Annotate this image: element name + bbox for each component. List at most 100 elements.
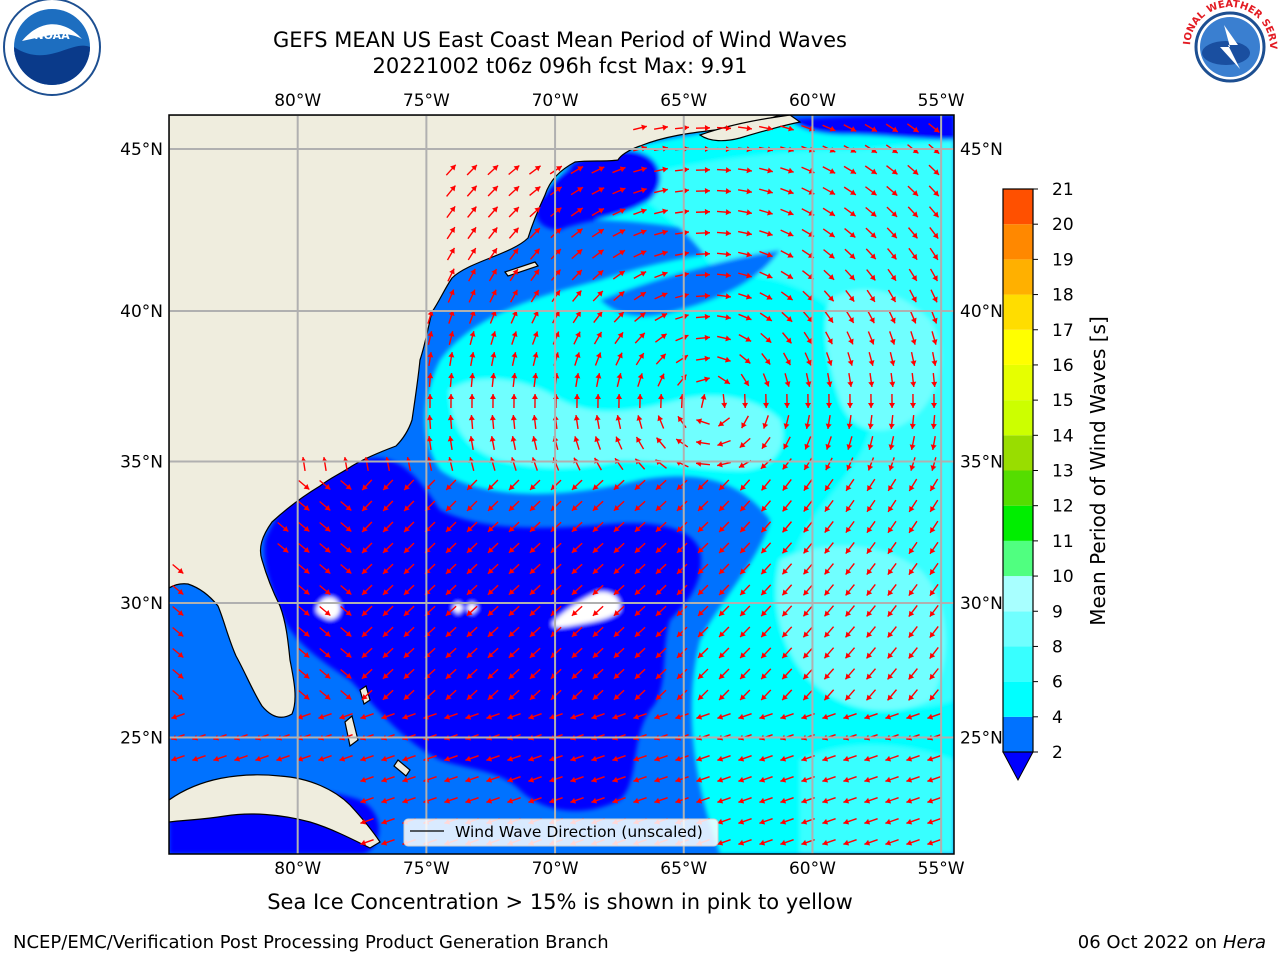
wave-direction-arrow bbox=[695, 229, 711, 236]
wave-direction-arrow bbox=[847, 393, 854, 409]
wave-direction-arrow bbox=[844, 248, 856, 260]
colorbar-tick-label: 6 bbox=[1052, 673, 1063, 693]
wave-direction-arrow bbox=[487, 521, 499, 533]
wave-direction-arrow bbox=[634, 500, 646, 512]
wave-direction-arrow bbox=[866, 605, 876, 617]
wave-direction-arrow bbox=[594, 414, 601, 430]
wave-direction-arrow bbox=[908, 478, 918, 492]
wave-direction-arrow bbox=[571, 626, 583, 638]
wave-direction-arrow bbox=[759, 167, 773, 174]
wave-direction-arrow bbox=[529, 605, 541, 617]
wave-direction-arrow bbox=[929, 499, 939, 513]
wave-direction-arrow bbox=[843, 124, 857, 132]
wave-direction-arrow bbox=[637, 373, 644, 387]
wave-direction-arrow bbox=[466, 185, 478, 197]
colorbar-segment bbox=[1003, 576, 1033, 612]
wave-direction-arrow bbox=[929, 689, 939, 701]
wave-direction-arrow bbox=[927, 839, 941, 846]
wave-direction-arrow bbox=[760, 521, 772, 533]
wave-direction-arrow bbox=[508, 521, 520, 533]
wave-direction-arrow bbox=[615, 415, 622, 429]
wave-direction-arrow bbox=[634, 689, 646, 701]
wave-direction-arrow bbox=[906, 839, 920, 846]
wave-direction-arrow bbox=[908, 520, 918, 534]
wave-direction-arrow bbox=[695, 250, 711, 257]
wave-direction-arrow bbox=[318, 755, 332, 762]
wave-direction-arrow bbox=[612, 713, 626, 720]
wave-direction-arrow bbox=[910, 393, 917, 409]
wave-direction-arrow bbox=[635, 436, 645, 450]
wave-direction-arrow bbox=[467, 247, 477, 261]
wave-direction-arrow bbox=[695, 187, 711, 194]
wave-direction-arrow bbox=[780, 797, 794, 804]
wave-direction-arrow bbox=[909, 414, 916, 430]
wave-direction-arrow bbox=[403, 647, 415, 659]
wave-direction-arrow bbox=[340, 500, 352, 512]
wave-direction-arrow bbox=[887, 562, 897, 576]
wave-direction-arrow bbox=[781, 668, 793, 680]
wave-direction-arrow bbox=[737, 125, 753, 132]
wave-direction-arrow bbox=[427, 331, 434, 345]
wave-direction-arrow bbox=[885, 797, 899, 804]
wave-direction-arrow bbox=[822, 124, 836, 132]
colorbar-segment bbox=[1003, 259, 1033, 295]
wave-direction-arrow bbox=[718, 479, 730, 491]
wave-direction-arrow bbox=[613, 626, 625, 638]
wave-direction-arrow bbox=[465, 713, 479, 720]
wave-direction-arrow bbox=[823, 605, 835, 617]
wave-direction-arrow bbox=[382, 521, 394, 533]
wave-direction-arrow bbox=[361, 668, 373, 680]
wave-direction-arrow bbox=[844, 647, 856, 659]
wave-direction-arrow bbox=[382, 668, 394, 680]
wave-direction-arrow bbox=[592, 563, 604, 575]
wave-direction-arrow bbox=[928, 206, 940, 218]
wave-direction-arrow bbox=[907, 227, 919, 239]
colorbar-tick-label: 2 bbox=[1052, 743, 1063, 763]
wave-direction-arrow bbox=[928, 185, 940, 197]
wave-direction-arrow bbox=[319, 668, 331, 680]
wave-direction-arrow bbox=[448, 351, 455, 367]
wave-direction-arrow bbox=[781, 626, 793, 638]
sea-ice-note: Sea Ice Concentration > 15% is shown in … bbox=[267, 890, 853, 914]
wave-direction-arrow bbox=[717, 713, 731, 720]
wave-direction-arrow bbox=[802, 605, 814, 617]
wave-direction-arrow bbox=[823, 290, 835, 302]
wave-direction-arrow bbox=[716, 209, 732, 216]
wave-direction-arrow bbox=[805, 373, 812, 387]
wave-direction-arrow bbox=[780, 187, 794, 195]
wave-direction-arrow bbox=[592, 584, 604, 596]
wave-direction-arrow bbox=[403, 668, 415, 680]
wave-direction-arrow bbox=[655, 668, 667, 680]
wave-direction-arrow bbox=[255, 755, 269, 762]
wave-direction-arrow bbox=[780, 125, 794, 132]
wave-direction-arrow bbox=[591, 228, 605, 238]
wave-direction-arrow bbox=[318, 713, 332, 720]
lon-tick-label-top: 65°W bbox=[660, 91, 707, 111]
wave-direction-arrow bbox=[738, 755, 752, 762]
wave-direction-arrow bbox=[340, 479, 352, 491]
wave-direction-arrow bbox=[448, 372, 455, 388]
wave-direction-arrow bbox=[508, 164, 520, 176]
colorbar-segment bbox=[1003, 470, 1033, 506]
wave-direction-arrow bbox=[759, 755, 773, 762]
wave-direction-arrow bbox=[675, 438, 689, 448]
wave-direction-arrow bbox=[571, 689, 583, 701]
wave-direction-arrow bbox=[929, 626, 939, 638]
wave-direction-arrow bbox=[927, 776, 941, 783]
wave-direction-arrow bbox=[907, 164, 919, 176]
wave-direction-arrow bbox=[697, 584, 709, 596]
wave-direction-arrow bbox=[781, 563, 793, 575]
wave-direction-arrow bbox=[825, 414, 832, 430]
wave-direction-arrow bbox=[761, 479, 771, 491]
wave-direction-arrow bbox=[843, 186, 857, 196]
wave-direction-arrow bbox=[570, 776, 584, 783]
wave-direction-arrow bbox=[468, 268, 476, 282]
wave-direction-arrow bbox=[466, 500, 478, 512]
wave-direction-arrow bbox=[718, 521, 730, 533]
wave-direction-arrow bbox=[340, 542, 352, 554]
wave-direction-arrow bbox=[595, 393, 602, 409]
wave-direction-arrow bbox=[782, 500, 792, 512]
wave-direction-arrow bbox=[718, 500, 730, 512]
wave-direction-arrow bbox=[446, 205, 456, 219]
wave-direction-arrow bbox=[171, 755, 185, 762]
